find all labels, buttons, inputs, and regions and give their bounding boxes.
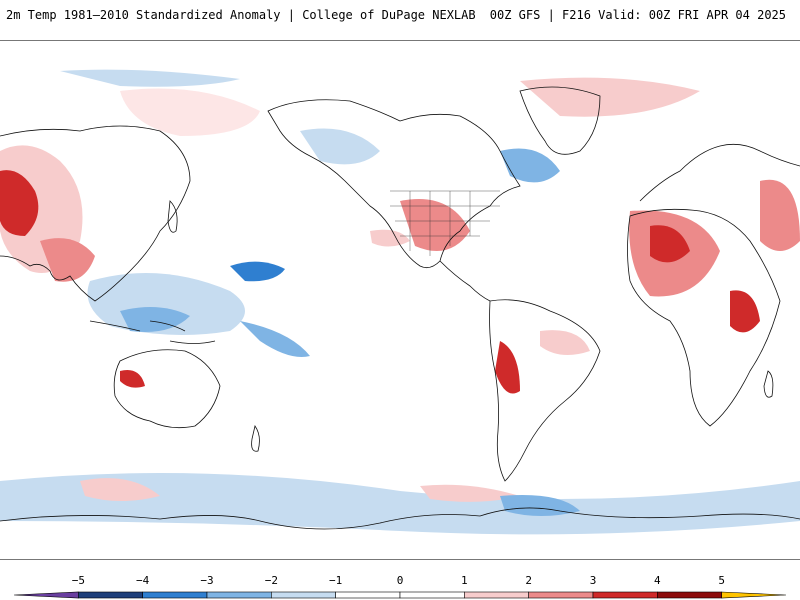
header: 2m Temp 1981–2010 Standardized Anomaly |… (0, 0, 800, 30)
warm-anomaly-brazil (540, 330, 590, 355)
warm-anomaly-e-africa (730, 290, 760, 333)
colorbar-tick-label: −2 (265, 574, 278, 587)
model-run-info: 00Z GFS | F216 Valid: 00Z FRI APR 04 202… (489, 8, 786, 22)
australia-outline (113, 349, 221, 429)
colorbar-tick-label: −1 (329, 574, 342, 587)
colorbar-tick-label: 2 (525, 574, 532, 587)
colorbar: −5 −4 −3 −2 −1 0 1 2 3 4 5 (0, 570, 800, 600)
warm-anomaly-middle-east (760, 179, 800, 251)
warm-anomaly-asia-core (0, 170, 39, 236)
map-title: 2m Temp 1981–2010 Standardized Anomaly |… (6, 8, 476, 22)
colorbar-tick-label: −4 (136, 574, 150, 587)
colorbar-bin (657, 591, 722, 599)
south-america-outline (489, 299, 601, 482)
anomaly-shading (0, 69, 800, 535)
colorbar-tick-label: 0 (397, 574, 404, 587)
colorbar-tick-label: −3 (200, 574, 213, 587)
colorbar-bin (78, 591, 143, 599)
colorbar-bin (399, 591, 465, 599)
cold-anomaly-n-pacific (60, 69, 240, 87)
cold-anomaly-pacific-core (230, 261, 285, 282)
warm-anomaly-s-america (495, 341, 520, 394)
colorbar-tick-label: −5 (72, 574, 85, 587)
anomaly-map (0, 69, 800, 535)
colorbar-svg: −5 −4 −3 −2 −1 0 1 2 3 4 5 (13, 574, 787, 599)
warm-anomaly-india (40, 238, 95, 282)
coastlines (0, 86, 800, 530)
antarctica-outline (0, 507, 800, 530)
europe-outline (639, 143, 800, 202)
colorbar-tick-label: 5 (718, 574, 725, 587)
warm-anomaly-us-southwest (400, 199, 470, 251)
new-zealand-outline (251, 425, 260, 452)
colorbar-tick-label: 3 (590, 574, 597, 587)
asia-outline (0, 125, 191, 302)
africa-outline (627, 208, 781, 427)
colorbar-bin (592, 591, 658, 599)
colorbar-bin (721, 591, 787, 599)
colorbar-bin (335, 591, 401, 599)
warm-anomaly-sahara-core (650, 225, 690, 263)
north-america-outline (267, 99, 521, 269)
colorbar-ticks: −5 −4 −3 −2 −1 0 1 2 3 4 5 (72, 574, 725, 587)
cold-anomaly-labrador (500, 148, 560, 183)
colorbar-bin (142, 591, 208, 599)
cold-anomaly-canada (300, 128, 380, 165)
colorbar-bin (528, 591, 594, 599)
warm-anomaly-australia (120, 370, 145, 388)
warm-anomaly-southern-ocean (80, 478, 160, 501)
colorbar-bin (464, 591, 529, 599)
warm-anomaly-ne-asia (120, 88, 260, 136)
colorbar-bin (13, 591, 79, 599)
warm-anomaly-pacific-east (370, 229, 410, 247)
colorbar-tick-label: 4 (654, 574, 661, 587)
japan-outline (167, 200, 178, 233)
greenland-outline (519, 86, 601, 155)
cold-anomaly-s-pacific (240, 321, 310, 357)
state-borders (390, 190, 500, 256)
us-border-lines (390, 190, 500, 256)
warm-anomaly-s-atlantic (420, 484, 520, 502)
madagascar-outline (763, 370, 774, 398)
central-america-outline (439, 260, 491, 302)
colorbar-tick-label: 1 (461, 574, 468, 587)
warm-anomaly-n-atlantic (520, 77, 700, 117)
cold-anomaly-southern-ocean (0, 473, 800, 535)
map-panel (0, 40, 800, 560)
indonesia-outline (89, 320, 216, 344)
colorbar-bin (271, 591, 336, 599)
colorbar-bin (206, 591, 272, 599)
colorbar-bins (13, 591, 787, 599)
